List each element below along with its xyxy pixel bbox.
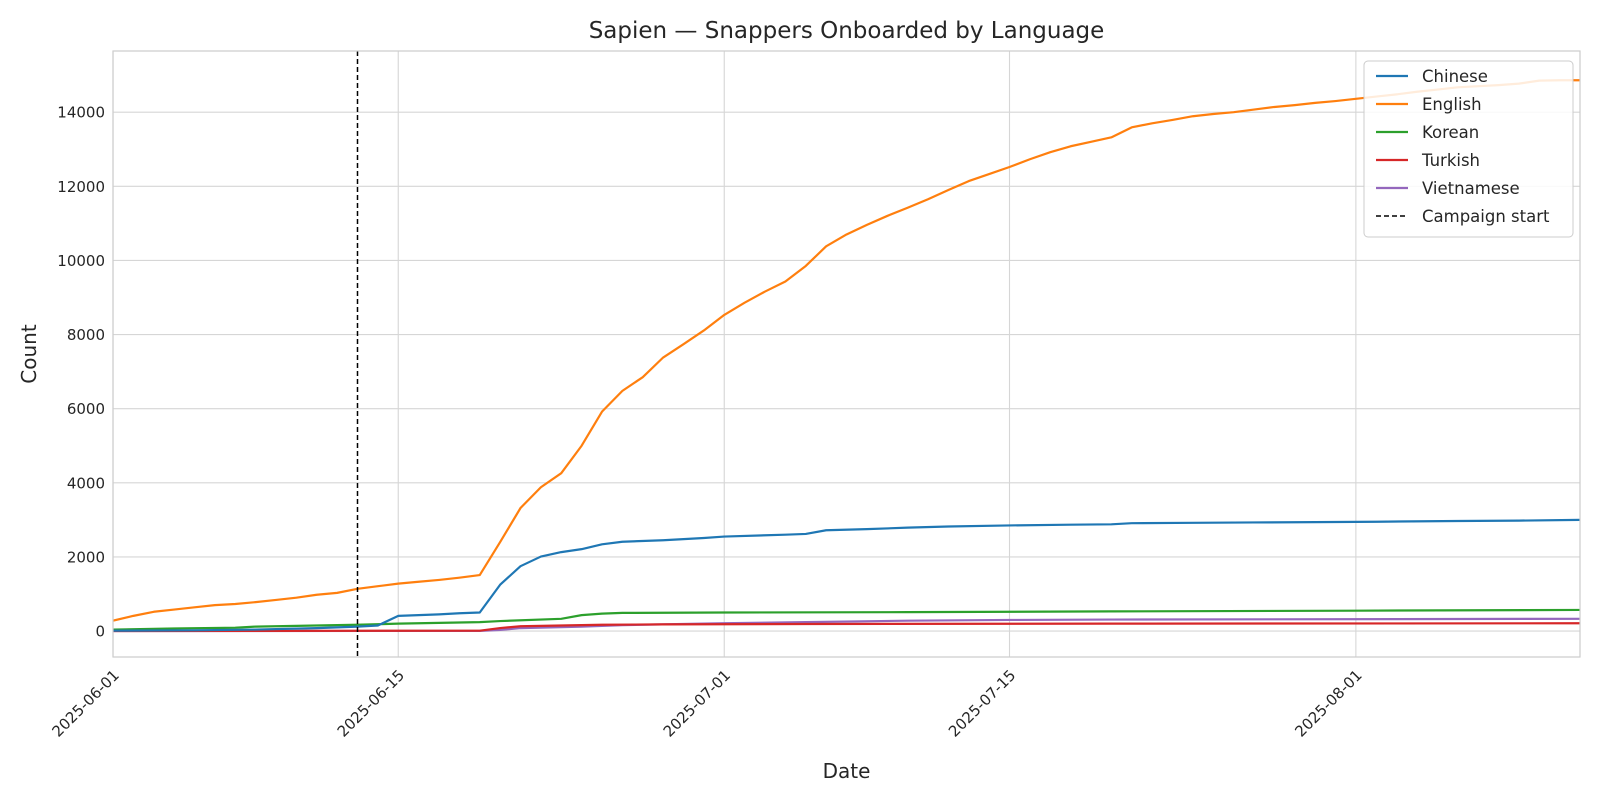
legend-label: English [1422, 95, 1482, 114]
y-tick-label: 0 [95, 623, 105, 641]
legend-label: Korean [1422, 123, 1479, 142]
y-tick-label: 4000 [67, 474, 105, 492]
legend-label: Campaign start [1422, 207, 1550, 226]
y-tick-label: 6000 [67, 400, 105, 418]
y-tick-label: 14000 [57, 104, 105, 122]
x-axis-title: Date [823, 759, 871, 783]
legend: Chinese English Korean Turkish Vietnamese Cam… [1363, 60, 1574, 238]
series-line-chinese [113, 518, 1580, 632]
y-tick-label: 8000 [67, 326, 105, 344]
series-layer [113, 79, 1580, 633]
y-axis-title: Count [17, 324, 41, 384]
legend-label: Chinese [1422, 67, 1488, 86]
y-tick-label: 10000 [57, 252, 105, 270]
y-tick-label: 12000 [57, 178, 105, 196]
legend-label: Turkish [1421, 151, 1480, 170]
series-line-korean [113, 608, 1580, 631]
legend-label: Vietnamese [1422, 179, 1520, 198]
series-line-turkish [113, 622, 1580, 633]
chart-title: Sapien — Snappers Onboarded by Language [589, 18, 1105, 44]
y-tick-label: 2000 [67, 548, 105, 566]
plot-frame [112, 50, 1581, 658]
legend-box [1363, 60, 1574, 238]
